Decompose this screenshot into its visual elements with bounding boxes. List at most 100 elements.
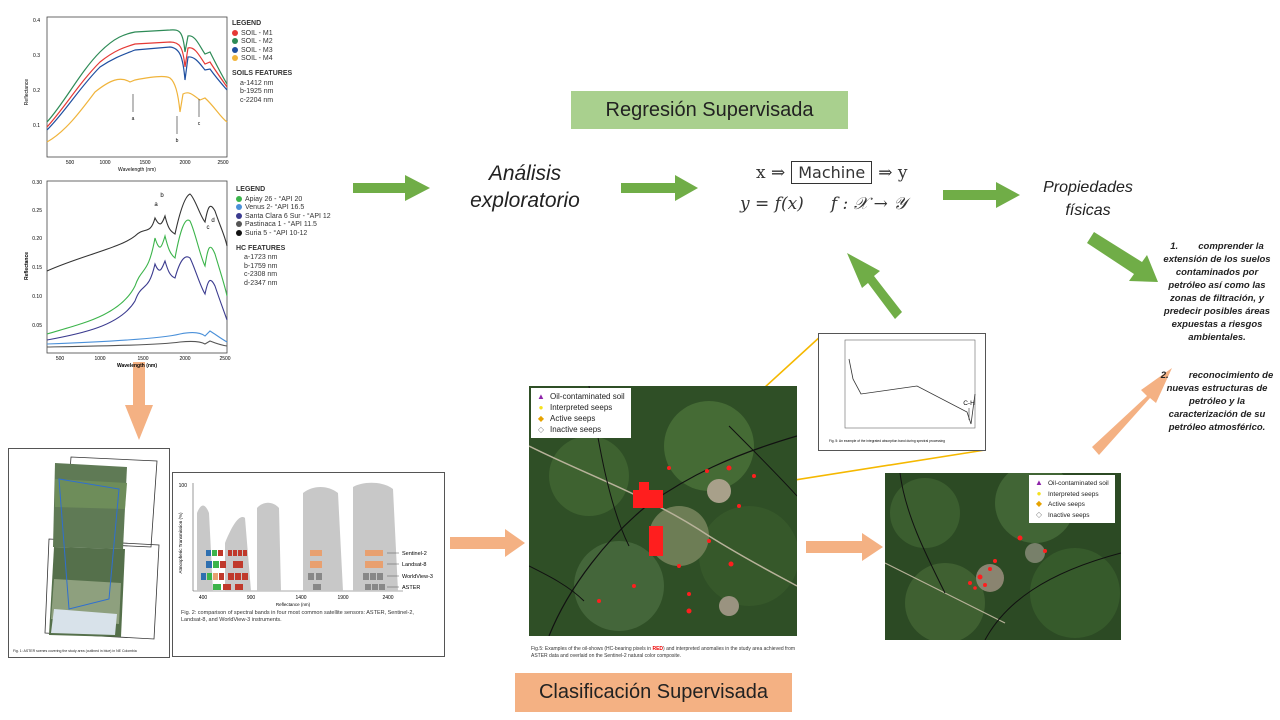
map-legend-oil-soil: ▲ Oil-contaminated soil [537,392,625,401]
regresion-title-box: Regresión Supervisada [571,91,848,129]
hc-xtick-2: 1000 [94,356,105,362]
spectrum-ch-label: C-H [963,400,975,407]
bands-landsat8-row [206,561,383,568]
hc-legend-title: LEGEND [236,186,266,193]
hc-ytick-1: 0.30 [32,180,42,186]
soil-marker-b: b [176,138,179,144]
soil-m3-line [46,46,228,131]
hc-ytick-2: 0.25 [32,208,42,214]
soil-legend: LEGEND SOIL - M1 SOIL - M2 SOIL - M3 SOI… [232,20,322,105]
map-legend-active: ◆ Active seeps [537,414,596,423]
soil-ytick-2: 0.3 [33,53,40,59]
hc-xtick-5: 2500 [219,356,230,362]
conclusion-1-number: 1. [1170,241,1179,252]
hc-ytick-3: 0.20 [32,236,42,242]
arrow-charts-to-analisis [353,175,430,201]
propiedades-line1: Propiedades [1043,179,1133,196]
bands-xtick-1: 400 [199,595,208,601]
hc-chart: 0.30 0.25 0.20 0.15 0.10 0.05 500 1000 1… [20,176,235,370]
soil-legend-m3: SOIL - M3 [232,46,322,56]
soil-feature-a: a-1412 nm [240,79,274,87]
spectrum-inset-svg: C-H Fig. 5: An example of the integrated… [819,334,985,450]
map2-legend-inactive: ◇ Inactive seeps [1035,509,1090,519]
hc-legend-apiay: Apiay 26 - °API 20 [236,195,351,205]
map-caption-post: ) and interpreted anomalies in the study… [531,646,796,659]
conclusion-1: 1. comprender la extensión de los suelos … [1158,240,1276,344]
bands-sensor-sentinel2: Sentinel-2 [402,551,427,557]
bands-sentinel2-row [206,550,383,556]
arrow-map-to-formula [847,253,902,319]
formula-y: ⇒ y [878,162,908,183]
soil-marker-c: c [198,121,201,127]
soil-xtick-4: 2000 [179,160,190,166]
hc-legend-pastinaca: Pastinaca 1 - °API 11.5 [236,221,351,230]
hc-santaclara-line [46,256,228,341]
propiedades-line2: físicas [1065,202,1111,219]
conclusion-1-text: comprender la extensión de los suelos co… [1163,241,1271,343]
map-caption-red: RED [652,646,664,652]
arrow-propiedades-to-conclusions [1087,232,1158,282]
formula-line2: y = f(x) f : 𝒳 → 𝒴 [740,194,907,214]
soil-m1-line [46,41,228,128]
map2-legend: ▲ Oil-contaminated soil ● Interpreted seep… [1029,475,1115,523]
soil-feature-b: b-1925 nm [240,88,274,96]
aster-scenes-svg: Fig. 1: ASTER scenes covering the study … [9,449,169,657]
formula: x ⇒ Machine ⇒ y y = f(x) f : 𝒳 → 𝒴 [740,161,940,214]
satellite-map: ▲ Oil-contaminated soil ● Interpreted seep… [529,386,797,636]
soil-legend-title: LEGEND [232,20,262,27]
soil-feature-c: c-2204 nm [240,96,274,104]
analisis-label: Análisis exploratorio [445,160,605,214]
soil-xtick-3: 1500 [139,160,150,166]
arrow-map2-to-conclusions [1092,368,1172,455]
hc-xlabel: Wavelength (nm) [117,363,157,369]
aster-caption: Fig. 1: ASTER scenes covering the study … [13,649,137,653]
soil-chart: 0.4 0.3 0.2 0.1 500 1000 1500 2000 2500 … [20,12,235,174]
hc-suria-line [46,193,228,272]
hc-legend-suria: Suria 5 - °API 10-12 [236,229,351,239]
hc-legend-santaclara: Santa Clara 6 Sur - °API 12 [236,212,351,222]
satellite-map-2: ▲ Oil-contaminated soil ● Interpreted seep… [885,473,1121,640]
clasificacion-title: Clasificación Supervisada [538,681,768,703]
hc-legend: LEGEND Apiay 26 - °API 20 Venus 2- °API … [236,186,351,289]
soil-chart-svg: 0.4 0.3 0.2 0.1 500 1000 1500 2000 2500 … [24,16,229,173]
bands-ylabel: Atmospheric Transmission (%) [178,512,183,574]
hc-ytick-6: 0.05 [32,323,42,329]
bands-chart: 100 Atmospheric Transmission (%) Sentine… [172,472,445,657]
spectrum-caption: Fig. 5: An example of the integrated abs… [829,439,945,443]
bands-xtick-2: 900 [247,595,256,601]
hc-marker-a: a [154,202,158,208]
map-legend-interpreted: ● Interpreted seeps [538,403,613,412]
satellite-map-svg [529,386,797,636]
formula-x: x ⇒ [756,162,786,183]
soil-legend-m1: SOIL - M1 [232,29,322,39]
bands-chart-svg: 100 Atmospheric Transmission (%) Sentine… [173,473,444,656]
soil-legend-m2: SOIL - M2 [232,38,322,47]
soil-xtick-1: 500 [66,160,75,166]
spectrum-line [848,358,976,425]
bands-xtick-3: 1400 [295,595,306,601]
bands-ytick-top: 100 [179,483,188,489]
soil-m4-line [46,75,228,143]
hc-feature-a: a-1723 nm [244,254,278,262]
soil-ytick-1: 0.4 [33,18,40,24]
map-legend-inactive: ◇ Inactive seeps [537,425,602,434]
arrow-charts-to-aster [125,362,153,440]
bands-aster-row [213,584,385,590]
soil-ylabel: Reflectance [24,79,30,106]
analisis-line1: Análisis [488,162,562,185]
soil-features-title: SOILS FEATURES [232,69,293,77]
hc-ytick-5: 0.10 [32,294,42,300]
analisis-line2: exploratorio [470,189,580,212]
map-caption: Fig.5: Examples of the oil-shows (HC-bea… [531,646,799,659]
hc-xtick-1: 500 [56,356,65,362]
bands-sensor-aster: ASTER [402,585,420,591]
map-legend: ▲ Oil-contaminated soil ● Interpreted seep… [531,388,631,438]
bands-xtick-5: 2400 [382,595,393,601]
soil-m2-line [46,29,228,123]
hc-feature-c: c-2308 nm [244,271,278,279]
hc-xtick-4: 2000 [179,356,190,362]
hc-ytick-4: 0.15 [32,265,42,271]
soil-ytick-4: 0.1 [33,123,40,129]
map2-legend-oil-soil: ▲ Oil-contaminated soil [1035,478,1109,487]
hc-ylabel: Reflectance [24,252,30,280]
